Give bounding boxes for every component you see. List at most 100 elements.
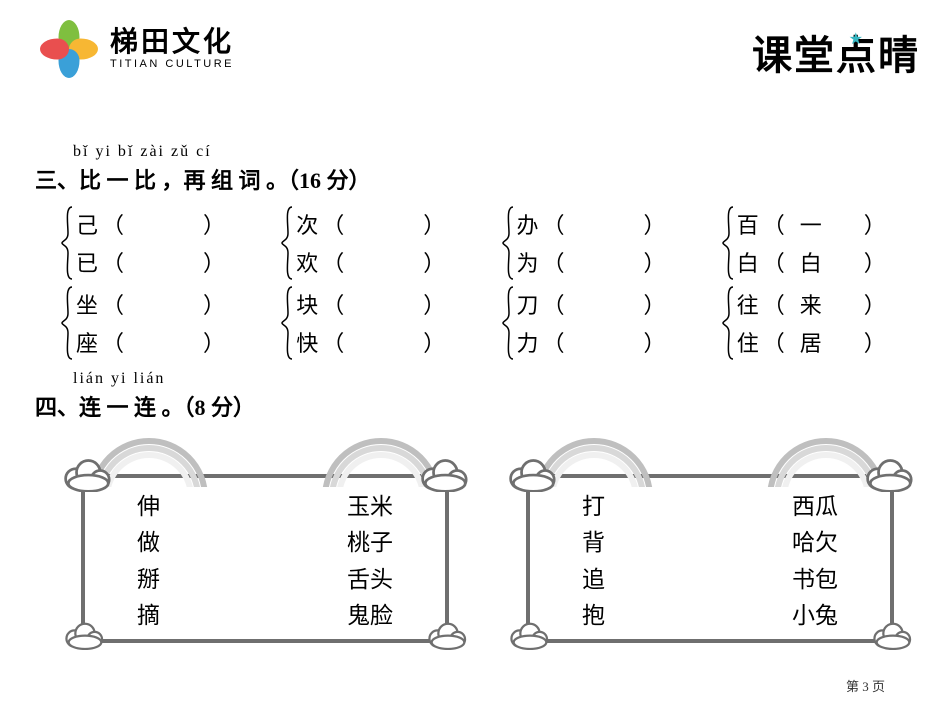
pair-lines: 往（来）住（居） [737, 285, 915, 361]
pair-cell: 次（ ） 欢（ ） [280, 205, 474, 281]
section-3-grid: 己（）已（）次（）欢（）办（）为（）百（一）白（白）坐（）座（）块（）快（）刀（… [60, 205, 915, 361]
pair-cell: 百（一）白（白） [721, 205, 915, 281]
pair-cell: 坐（） 座（ ） [60, 285, 254, 361]
connect-word-left: 做 [137, 523, 160, 557]
compare-char: 座 [76, 326, 100, 358]
compare-char: 欢 [296, 246, 320, 278]
pair-line: 往（来） [737, 288, 915, 320]
bracket-open: （ [102, 288, 124, 320]
brace-icon [280, 205, 294, 281]
logo: 梯田文化 TITIAN CULTURE [40, 20, 234, 78]
pair-lines: 次（ ） 欢（ ） [296, 205, 474, 281]
bracket-close: ） [644, 208, 666, 240]
connect-word-right: 鬼脸 [347, 596, 393, 630]
compare-char: 己 [76, 208, 100, 240]
left-column: 打背追抱 [540, 486, 605, 631]
bracket-open: （ [322, 246, 344, 278]
logo-text: 梯田文化 TITIAN CULTURE [110, 28, 234, 70]
brace-icon [501, 205, 515, 281]
bracket-close: ） [423, 246, 445, 278]
pair-cell: 刀（） 力（） [501, 285, 695, 361]
connect-word-left: 追 [582, 560, 605, 594]
pair-lines: 块（） 快（ ） [296, 285, 474, 361]
bracket-open: （ [763, 288, 785, 320]
compare-char: 次 [296, 208, 320, 240]
pair-cell: 办（ ） 为（） [501, 205, 695, 281]
pair-row: 坐（）座（）块（）快（）刀（）力（）往（来）住（居） [60, 285, 915, 361]
compare-char: 办 [517, 208, 541, 240]
petal-4 [40, 39, 69, 60]
pair-cell: 己（）已（） [60, 205, 254, 281]
answer-hint: 白 [785, 246, 860, 278]
bracket-open: （ [102, 326, 124, 358]
logo-en: TITIAN CULTURE [110, 59, 234, 70]
connect-word-left: 背 [582, 523, 605, 557]
pair-line: 坐（） [76, 288, 254, 320]
pair-line: 力（） [517, 326, 695, 358]
answer-hint: 来 [785, 288, 860, 320]
section-3-pinyin: bǐ yi bǐ zài zǔ cí [73, 143, 915, 161]
compare-char: 百 [737, 208, 761, 240]
connect-word-left: 伸 [137, 487, 160, 521]
section-4-pinyin: lián yi lián [73, 370, 915, 388]
connect-word-right: 小兔 [792, 596, 838, 630]
connect-word-right: 玉米 [347, 487, 393, 521]
pair-lines: 己（）已（） [76, 205, 254, 281]
box-content: 打背追抱 西瓜哈欠书包小兔 [540, 486, 880, 631]
pair-line: 为（） [517, 246, 695, 278]
pair-line: 次（ ） [296, 208, 474, 240]
pair-line: 块（） [296, 288, 474, 320]
connect-word-right: 书包 [792, 560, 838, 594]
pair-line: 办（ ） [517, 208, 695, 240]
compare-char: 坐 [76, 288, 100, 320]
logo-cn: 梯田文化 [110, 28, 234, 56]
answer-hint: 一 [785, 208, 860, 240]
connect-word-left: 摘 [137, 596, 160, 630]
pair-lines: 坐（） 座（ ） [76, 285, 254, 361]
connect-box: 打背追抱 西瓜哈欠书包小兔 [510, 434, 910, 649]
pair-line: 座（ ） [76, 326, 254, 358]
bracket-open: （ [102, 246, 124, 278]
flower-icon [40, 20, 98, 78]
page-title-text: 课堂点晴 [752, 34, 920, 78]
pair-line: 已（） [76, 246, 254, 278]
section-4: lián yi lián 四、连 一 连 。（8 分） 伸做掰摘玉米桃子舌头鬼脸… [35, 370, 915, 649]
connect-word-right: 舌头 [347, 560, 393, 594]
bracket-open: （ [543, 208, 565, 240]
pair-lines: 百（一）白（白） [737, 205, 915, 281]
pair-cell: 块（） 快（ ） [280, 285, 474, 361]
compare-char: 快 [296, 326, 320, 358]
section-3: bǐ yi bǐ zài zǔ cí 三、比 一 比 ，再 组 词 。（16 分… [35, 143, 915, 361]
section-4-boxes: 伸做掰摘玉米桃子舌头鬼脸打背追抱西瓜哈欠书包小兔 [65, 434, 915, 649]
pair-line: 刀（） [517, 288, 695, 320]
connect-box: 伸做掰摘玉米桃子舌头鬼脸 [65, 434, 465, 649]
bracket-open: （ [322, 326, 344, 358]
left-column: 伸做掰摘 [95, 486, 160, 631]
answer-hint: 居 [785, 326, 860, 358]
pair-line: 己（） [76, 208, 254, 240]
bracket-close: ） [203, 208, 225, 240]
compare-char: 往 [737, 288, 761, 320]
connect-word-left: 打 [582, 487, 605, 521]
brace-icon [60, 285, 74, 361]
bracket-close: ） [203, 326, 225, 358]
bracket-close: ） [864, 326, 886, 358]
bracket-open: （ [763, 208, 785, 240]
bracket-close: ） [423, 208, 445, 240]
connect-word-left: 掰 [137, 560, 160, 594]
right-column: 西瓜哈欠书包小兔 [792, 486, 880, 631]
pair-cell: 往（来）住（居） [721, 285, 915, 361]
bracket-close: ） [423, 326, 445, 358]
bracket-close: ） [203, 246, 225, 278]
pair-line: 白（白） [737, 246, 915, 278]
pair-lines: 刀（） 力（） [517, 285, 695, 361]
brace-icon [721, 205, 735, 281]
star-icon: ★ [849, 29, 865, 49]
brace-icon [280, 285, 294, 361]
connect-word-left: 抱 [582, 596, 605, 630]
compare-char: 白 [737, 246, 761, 278]
compare-char: 刀 [517, 288, 541, 320]
pair-row: 己（）已（）次（）欢（）办（）为（）百（一）白（白） [60, 205, 915, 281]
box-content: 伸做掰摘玉米桃子舌头鬼脸 [95, 486, 435, 631]
bracket-open: （ [322, 208, 344, 240]
